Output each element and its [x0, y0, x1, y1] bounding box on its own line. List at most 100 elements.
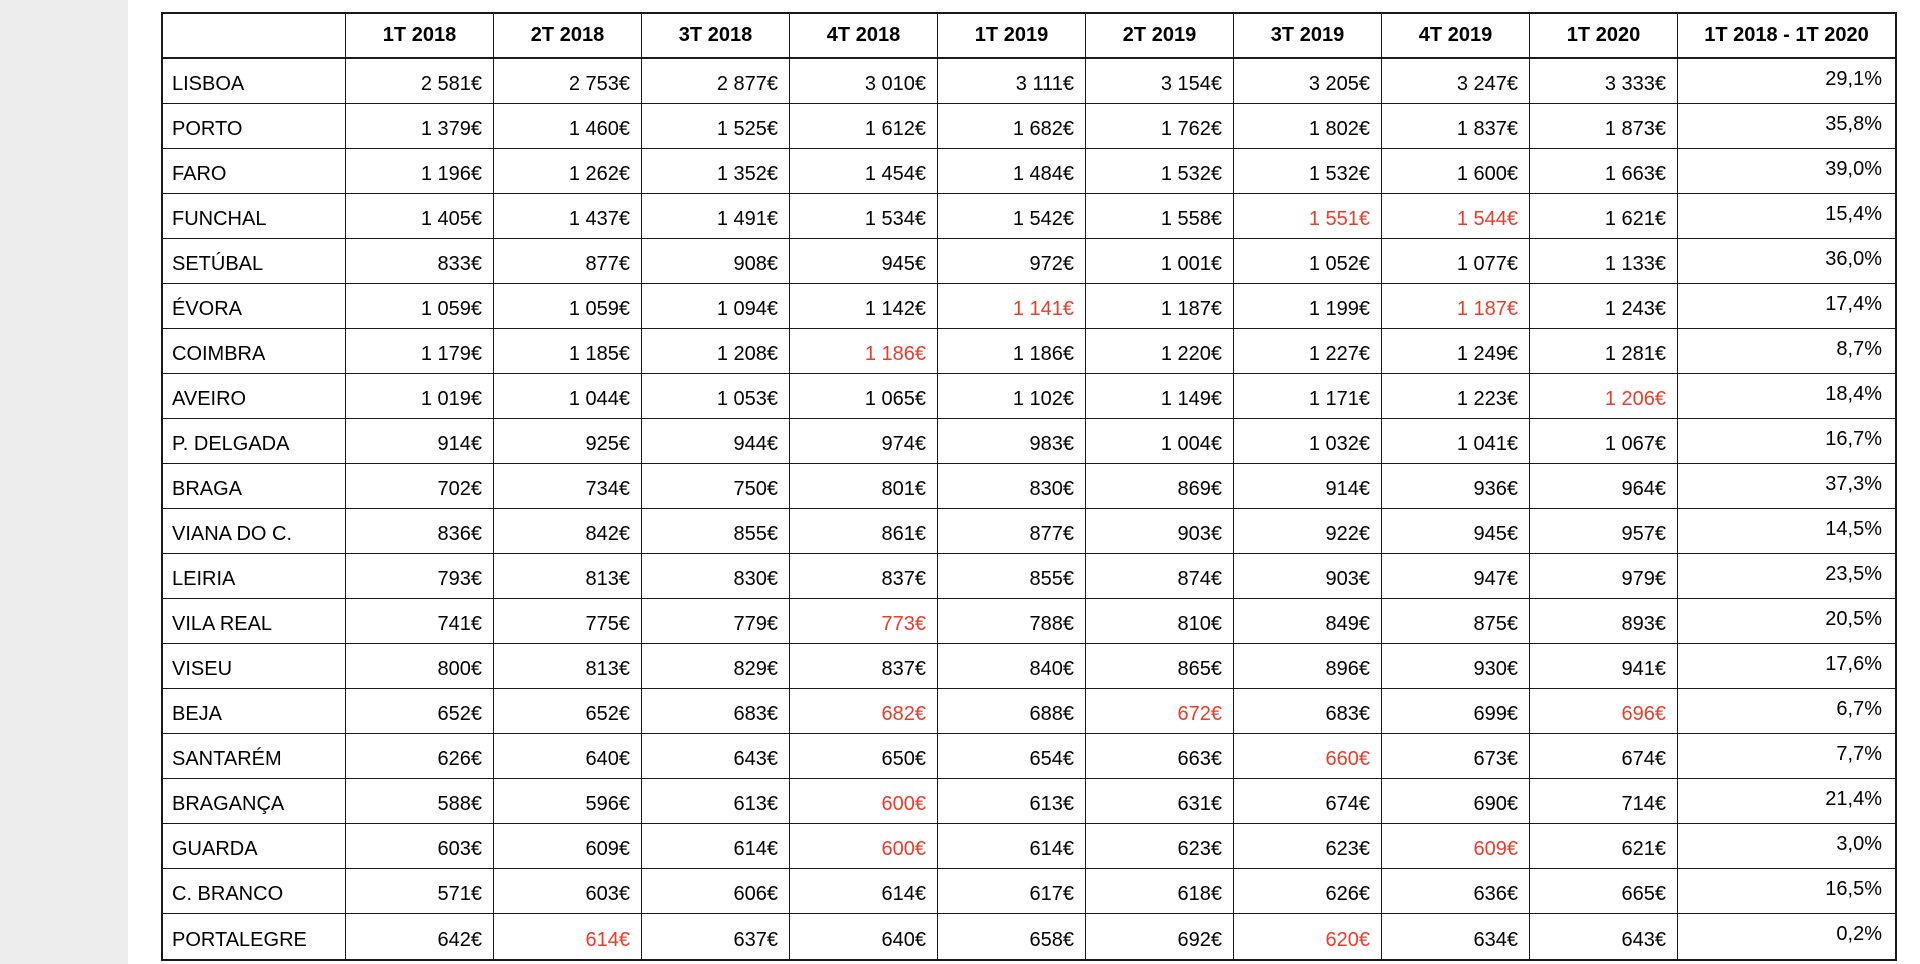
city-cell: LISBOA	[163, 59, 346, 104]
price-cell: 788€	[938, 599, 1086, 644]
price-cell: 1 873€	[1530, 104, 1678, 149]
price-cell: 1 437€	[494, 194, 642, 239]
price-cell: 688€	[938, 689, 1086, 734]
price-cell: 1 171€	[1234, 374, 1382, 419]
price-cell: 1 059€	[494, 284, 642, 329]
price-cell: 1 532€	[1086, 149, 1234, 194]
table-row: VILA REAL 741€ 775€ 779€ 773€ 788€ 810€ 849€ 875…	[163, 599, 1895, 644]
table-row: SANTARÉM 626€ 640€ 643€ 650€ 654€ 663€ 660€ 673€…	[163, 734, 1895, 779]
column-header-2t2019: 2T 2019	[1086, 14, 1234, 59]
price-cell: 914€	[346, 419, 494, 464]
price-cell: 618€	[1086, 869, 1234, 914]
change-cell: 37,3%	[1678, 464, 1895, 509]
price-cell: 1 454€	[790, 149, 938, 194]
price-cell: 896€	[1234, 644, 1382, 689]
price-cell: 682€	[790, 689, 938, 734]
price-cell: 1 227€	[1234, 329, 1382, 374]
price-cell: 1 837€	[1382, 104, 1530, 149]
price-cell: 945€	[790, 239, 938, 284]
price-cell: 801€	[790, 464, 938, 509]
price-cell: 1 206€	[1530, 374, 1678, 419]
price-cell: 1 179€	[346, 329, 494, 374]
column-header-1t2019: 1T 2019	[938, 14, 1086, 59]
price-cell: 626€	[346, 734, 494, 779]
price-cell: 1 187€	[1086, 284, 1234, 329]
price-cell: 855€	[642, 509, 790, 554]
price-cell: 1 223€	[1382, 374, 1530, 419]
change-cell: 7,7%	[1678, 734, 1895, 779]
change-cell: 36,0%	[1678, 239, 1895, 284]
price-cell: 936€	[1382, 464, 1530, 509]
price-cell: 642€	[346, 914, 494, 959]
price-cell: 1 141€	[938, 284, 1086, 329]
change-cell: 16,7%	[1678, 419, 1895, 464]
price-cell: 1 032€	[1234, 419, 1382, 464]
change-cell: 20,5%	[1678, 599, 1895, 644]
price-cell: 3 247€	[1382, 59, 1530, 104]
price-cell: 1 142€	[790, 284, 938, 329]
city-cell: ÉVORA	[163, 284, 346, 329]
price-cell: 606€	[642, 869, 790, 914]
price-cell: 1 149€	[1086, 374, 1234, 419]
price-cell: 683€	[1234, 689, 1382, 734]
price-cell: 683€	[642, 689, 790, 734]
table-body: LISBOA 2 581€ 2 753€ 2 877€ 3 010€ 3 111€ 3 15…	[163, 59, 1895, 959]
price-cell: 643€	[1530, 914, 1678, 959]
price-cell: 1 052€	[1234, 239, 1382, 284]
change-cell: 17,4%	[1678, 284, 1895, 329]
price-cell: 696€	[1530, 689, 1678, 734]
price-cell: 614€	[494, 914, 642, 959]
price-cell: 773€	[790, 599, 938, 644]
price-cell: 1 065€	[790, 374, 938, 419]
price-cell: 626€	[1234, 869, 1382, 914]
price-table: 1T 2018 2T 2018 3T 2018 4T 2018 1T 2019 …	[161, 12, 1897, 961]
city-cell: PORTO	[163, 104, 346, 149]
price-cell: 690€	[1382, 779, 1530, 824]
price-cell: 810€	[1086, 599, 1234, 644]
change-cell: 15,4%	[1678, 194, 1895, 239]
price-cell: 1 185€	[494, 329, 642, 374]
table-row: ÉVORA 1 059€ 1 059€ 1 094€ 1 142€ 1 141€ 1 187…	[163, 284, 1895, 329]
price-cell: 945€	[1382, 509, 1530, 554]
price-cell: 1 762€	[1086, 104, 1234, 149]
table-row: FUNCHAL 1 405€ 1 437€ 1 491€ 1 534€ 1 542€ 1 5…	[163, 194, 1895, 239]
price-cell: 613€	[938, 779, 1086, 824]
price-cell: 1 243€	[1530, 284, 1678, 329]
price-cell: 779€	[642, 599, 790, 644]
table-row: FARO 1 196€ 1 262€ 1 352€ 1 454€ 1 484€ 1 532€…	[163, 149, 1895, 194]
price-cell: 1 525€	[642, 104, 790, 149]
price-cell: 1 405€	[346, 194, 494, 239]
price-cell: 1 544€	[1382, 194, 1530, 239]
price-cell: 855€	[938, 554, 1086, 599]
price-cell: 672€	[1086, 689, 1234, 734]
price-cell: 650€	[790, 734, 938, 779]
city-cell: P. DELGADA	[163, 419, 346, 464]
column-header-1t2018: 1T 2018	[346, 14, 494, 59]
price-cell: 877€	[494, 239, 642, 284]
price-cell: 1 551€	[1234, 194, 1382, 239]
city-cell: GUARDA	[163, 824, 346, 869]
price-cell: 750€	[642, 464, 790, 509]
price-cell: 1 041€	[1382, 419, 1530, 464]
table-row: VIANA DO C. 836€ 842€ 855€ 861€ 877€ 903€ 922€ 9…	[163, 509, 1895, 554]
change-cell: 0,2%	[1836, 923, 1882, 945]
change-cell: 23,5%	[1678, 554, 1895, 599]
price-cell: 1 460€	[494, 104, 642, 149]
price-cell: 1 186€	[790, 329, 938, 374]
price-cell: 663€	[1086, 734, 1234, 779]
table-row: PORTO 1 379€ 1 460€ 1 525€ 1 612€ 1 682€ 1 762…	[163, 104, 1895, 149]
price-cell: 609€	[1382, 824, 1530, 869]
price-cell: 893€	[1530, 599, 1678, 644]
column-header-2t2018: 2T 2018	[494, 14, 642, 59]
price-cell: 813€	[494, 644, 642, 689]
price-cell: 1 379€	[346, 104, 494, 149]
price-cell: 793€	[346, 554, 494, 599]
city-cell: BRAGA	[163, 464, 346, 509]
price-cell: 1 612€	[790, 104, 938, 149]
price-cell: 571€	[346, 869, 494, 914]
price-cell: 908€	[642, 239, 790, 284]
left-gutter	[0, 0, 128, 964]
price-cell: 775€	[494, 599, 642, 644]
price-cell: 1 133€	[1530, 239, 1678, 284]
price-cell: 623€	[1086, 824, 1234, 869]
